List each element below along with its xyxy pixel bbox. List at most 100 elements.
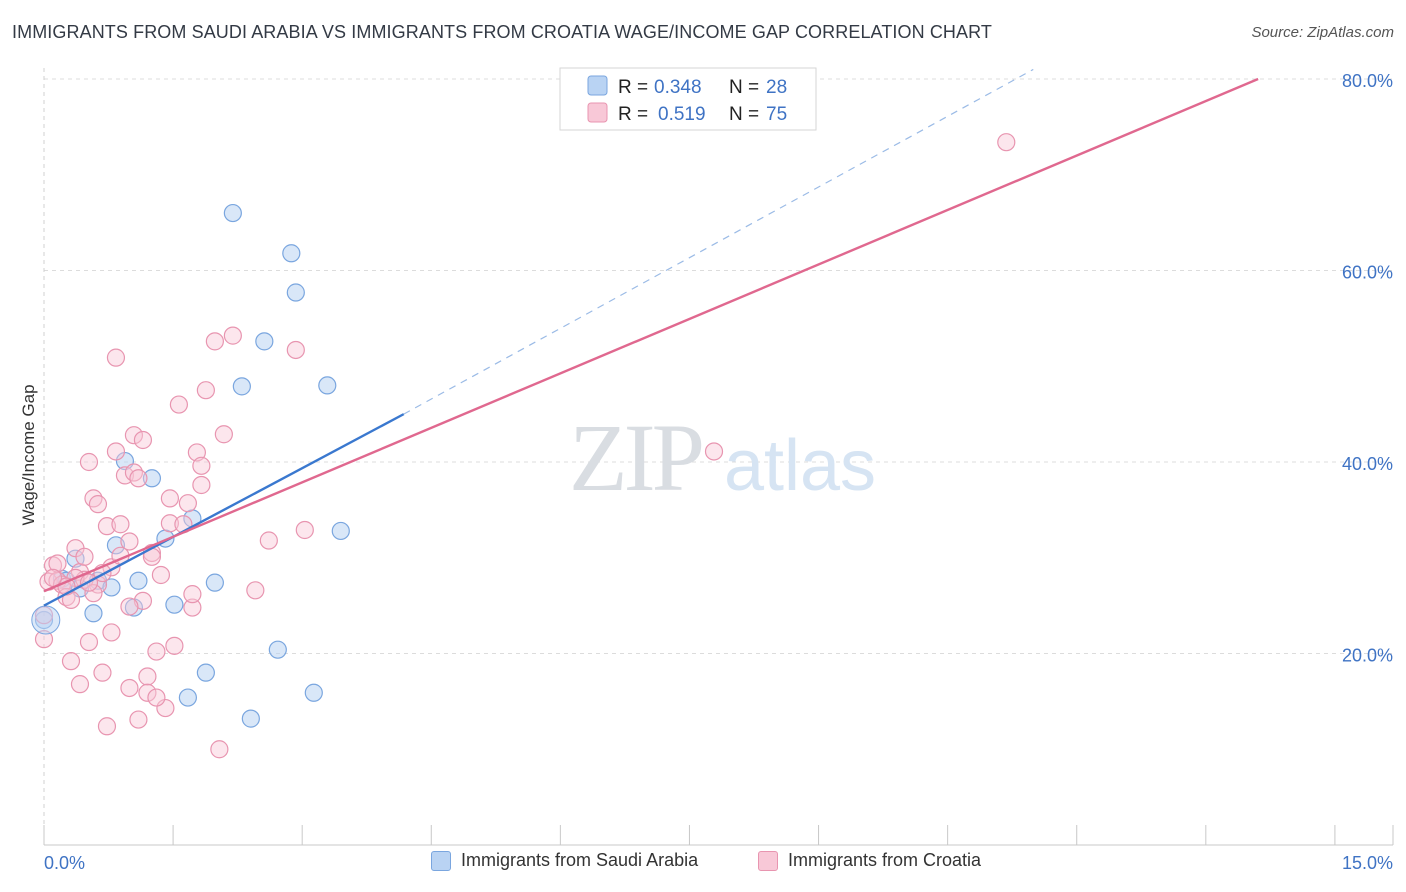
trend-line-blue <box>43 413 405 607</box>
data-point-blue <box>31 605 61 635</box>
chart-source: Source: ZipAtlas.com <box>1251 24 1394 41</box>
legend-top-swatch-pink <box>587 102 608 123</box>
data-point-blue <box>318 376 337 395</box>
y-tick-label: 60.0% <box>1342 263 1393 283</box>
data-point-pink <box>133 591 153 610</box>
y-tick-label: 20.0% <box>1342 646 1393 666</box>
data-point-pink <box>704 442 724 461</box>
data-point-pink <box>93 663 112 682</box>
data-point-pink <box>183 598 202 617</box>
data-point-pink <box>196 381 215 400</box>
data-point-pink <box>124 426 144 445</box>
legend-top-r-label-pink: R = <box>618 104 648 125</box>
watermark-zip: ZIP <box>569 404 702 511</box>
data-point-pink <box>187 443 206 462</box>
data-point-pink <box>120 597 139 616</box>
legend-top-swatch-blue <box>587 75 608 96</box>
legend-item-saudi-arabia: Immigrants from Saudi Arabia <box>431 850 698 871</box>
data-point-pink <box>156 698 175 718</box>
data-point-pink <box>84 584 103 603</box>
y-tick-label: 40.0% <box>1342 454 1393 474</box>
data-point-pink <box>79 632 99 652</box>
data-point-pink <box>48 554 67 573</box>
data-point-pink <box>97 517 117 536</box>
data-point-pink <box>129 710 148 729</box>
data-point-pink <box>151 565 171 585</box>
data-point-blue <box>223 203 242 223</box>
legend-top-n-value-pink: 75 <box>766 104 787 125</box>
data-point-pink <box>205 332 224 351</box>
data-point-pink <box>295 520 314 540</box>
x-tick-label-max: 15.0% <box>1342 853 1393 873</box>
legend-label-saudi-arabia: Immigrants from Saudi Arabia <box>461 850 699 870</box>
data-point-pink <box>192 475 211 495</box>
data-point-pink <box>259 531 278 550</box>
x-tick-label-min: 0.0% <box>44 853 85 873</box>
data-point-blue <box>331 521 350 541</box>
data-point-pink <box>169 395 188 414</box>
data-point-pink <box>70 675 90 694</box>
legend-swatch-blue <box>431 850 451 871</box>
data-point-blue <box>196 663 215 682</box>
legend-top-n-label-pink: N = <box>729 104 759 125</box>
data-point-pink <box>120 678 139 698</box>
data-point-pink <box>210 740 229 759</box>
data-point-blue <box>241 709 260 728</box>
trend-line-dashed-blue <box>403 68 1034 415</box>
data-point-blue <box>268 640 287 659</box>
legend-label-croatia: Immigrants from Croatia <box>788 850 982 870</box>
y-axis-label: Wage/Income Gap <box>19 384 38 525</box>
data-point-pink <box>214 425 233 444</box>
legend-top: R = 0.348 N = 28 R = 0.519 N = 75 <box>559 67 817 131</box>
data-point-pink <box>997 133 1016 152</box>
data-point-pink <box>160 514 180 533</box>
data-point-pink <box>129 469 148 488</box>
data-point-pink <box>223 326 242 345</box>
watermark-atlas: atlas <box>724 426 876 506</box>
data-point-pink <box>133 430 153 450</box>
data-point-pink <box>286 340 305 360</box>
legend-top-r-value-pink: 0.519 <box>658 104 706 125</box>
data-point-blue <box>286 283 305 302</box>
data-point-pink <box>138 683 157 702</box>
data-point-pink <box>106 348 126 367</box>
data-point-pink <box>178 494 197 513</box>
legend-swatch-pink <box>758 850 778 871</box>
data-point-pink <box>165 636 184 655</box>
data-point-pink <box>61 652 81 671</box>
data-point-pink <box>102 623 121 642</box>
data-point-blue <box>282 244 301 263</box>
legend-bottom: Immigrants from Saudi Arabia Immigrants … <box>0 850 1406 880</box>
data-point-blue <box>205 573 224 592</box>
data-point-blue <box>232 377 251 396</box>
data-point-blue <box>102 578 121 597</box>
axis-layer: 20.0% 40.0% 60.0% 80.0% <box>43 68 1394 846</box>
data-point-pink <box>147 642 166 661</box>
data-point-blue <box>255 332 274 351</box>
data-point-pink <box>97 717 117 736</box>
data-point-pink <box>120 532 139 551</box>
watermark: ZIP atlas <box>569 404 876 511</box>
data-point-pink <box>111 515 130 534</box>
data-point-pink <box>246 581 265 600</box>
data-point-pink <box>75 547 94 566</box>
legend-top-r-value-blue: 0.348 <box>654 77 702 98</box>
trend-layer <box>43 68 1259 607</box>
data-point-blue <box>129 571 148 590</box>
trend-line-pink <box>43 77 1259 593</box>
grid-layer <box>44 78 1393 654</box>
data-point-pink <box>138 667 157 686</box>
data-point-pink <box>160 489 180 508</box>
y-tick-label: 80.0% <box>1342 71 1393 91</box>
data-point-pink <box>183 585 202 604</box>
legend-top-r-label-blue: R = <box>618 77 648 98</box>
data-point-blue <box>142 469 162 488</box>
data-point-pink <box>88 495 108 514</box>
data-point-blue <box>84 604 103 623</box>
legend-item-croatia: Immigrants from Croatia <box>758 850 981 871</box>
data-point-pink <box>192 456 211 475</box>
legend-top-n-label-blue: N = <box>729 77 759 98</box>
data-point-blue <box>106 536 126 555</box>
data-point-pink <box>79 452 99 472</box>
